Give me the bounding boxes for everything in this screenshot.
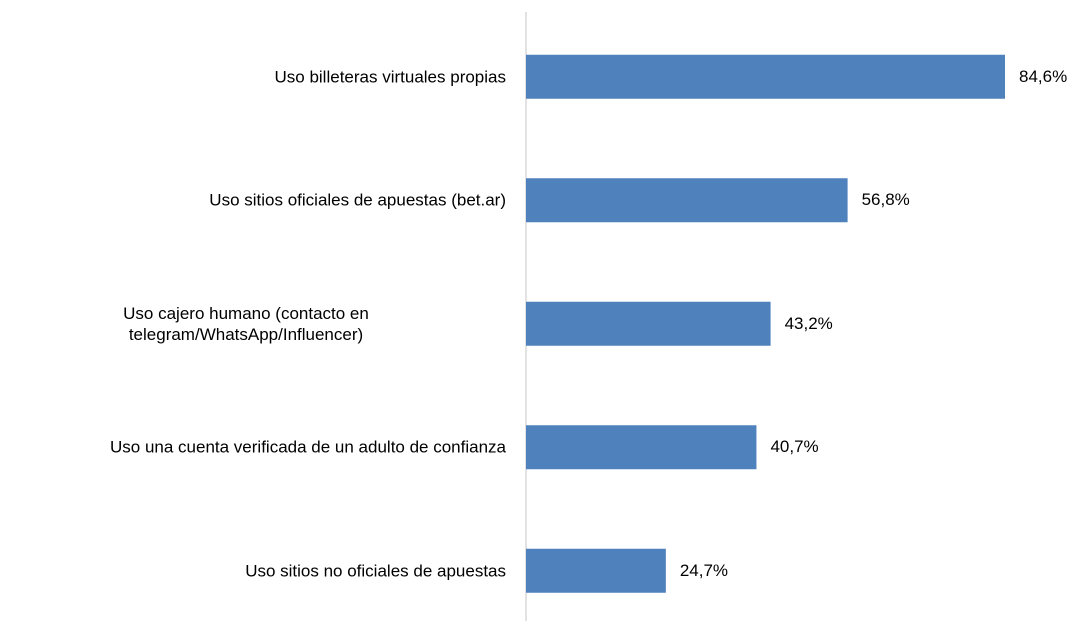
value-label: 84,6% bbox=[1019, 66, 1068, 86]
bar bbox=[526, 54, 1005, 99]
category-label: Uso una cuenta verificada de un adulto d… bbox=[110, 437, 506, 457]
category-label: Uso billeteras virtuales propias bbox=[274, 67, 507, 87]
value-label: 56,8% bbox=[861, 190, 910, 210]
category-label: Uso cajero humano (contacto en telegram/… bbox=[123, 303, 369, 344]
category-label: Uso sitios oficiales de apuestas (bet.ar… bbox=[209, 190, 506, 210]
bar bbox=[526, 548, 666, 593]
value-label: 40,7% bbox=[770, 437, 819, 457]
value-label: 43,2% bbox=[784, 313, 833, 333]
category-label: Uso sitios no oficiales de apuestas bbox=[245, 561, 506, 581]
bar bbox=[526, 178, 848, 223]
bar bbox=[526, 301, 771, 346]
bar bbox=[526, 425, 757, 470]
value-label: 24,7% bbox=[679, 560, 729, 580]
